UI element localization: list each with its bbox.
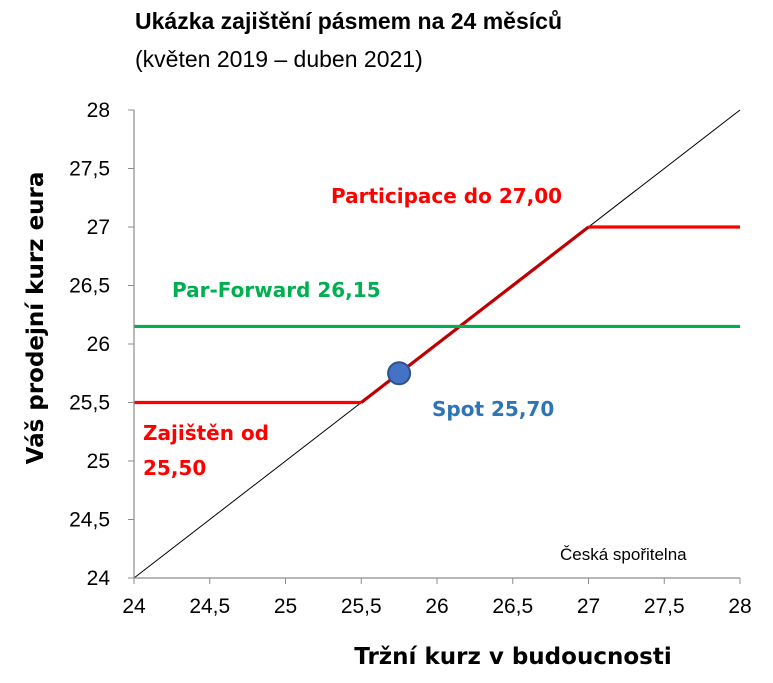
- source-label: Česká spořitelna: [560, 545, 687, 564]
- y-tick-label: 25,5: [69, 392, 110, 415]
- x-tick-label: 24,5: [189, 595, 230, 618]
- y-tick-label: 28: [87, 99, 110, 122]
- annotation-floor-line1: Zajištěn od: [143, 421, 269, 445]
- chart-subtitle: (květen 2019 – duben 2021): [135, 46, 423, 72]
- chart-title: Ukázka zajištění pásmem na 24 měsíců: [135, 8, 562, 34]
- annotation-spot: Spot 25,70: [432, 397, 554, 421]
- x-tick-label: 28: [728, 595, 751, 618]
- annotation-floor-line2: 25,50: [143, 456, 206, 480]
- x-tick-label: 27: [577, 595, 600, 618]
- x-tick-label: 27,5: [644, 595, 685, 618]
- x-axis-title: Tržní kurz v budoucnosti: [354, 644, 671, 670]
- spot-point: [387, 361, 412, 386]
- y-tick-label: 24,5: [69, 509, 110, 532]
- x-tick-label: 25: [274, 595, 297, 618]
- annotation-participation: Participace do 27,00: [331, 184, 562, 208]
- y-tick-label: 26: [87, 333, 110, 356]
- y-tick-label: 26,5: [69, 275, 110, 298]
- y-tick-label: 27,5: [69, 158, 110, 181]
- x-tick-label: 26: [425, 595, 448, 618]
- x-tick-label: 26,5: [492, 595, 533, 618]
- annotation-forward: Par-Forward 26,15: [172, 278, 381, 302]
- y-tick-label: 24: [87, 567, 111, 590]
- plot-lines: [133, 109, 741, 579]
- ticks: 24 24,5 25 25,5 26 26,5 27 27,5 28 24 24,5 25 25,5 26…: [69, 99, 752, 618]
- x-tick-label: 24: [122, 595, 146, 618]
- x-tick-label: 25,5: [341, 595, 382, 618]
- y-tick-label: 25: [87, 450, 110, 473]
- y-tick-label: 27: [87, 216, 110, 239]
- y-axis-title: Váš prodejní kurz eura: [23, 172, 49, 465]
